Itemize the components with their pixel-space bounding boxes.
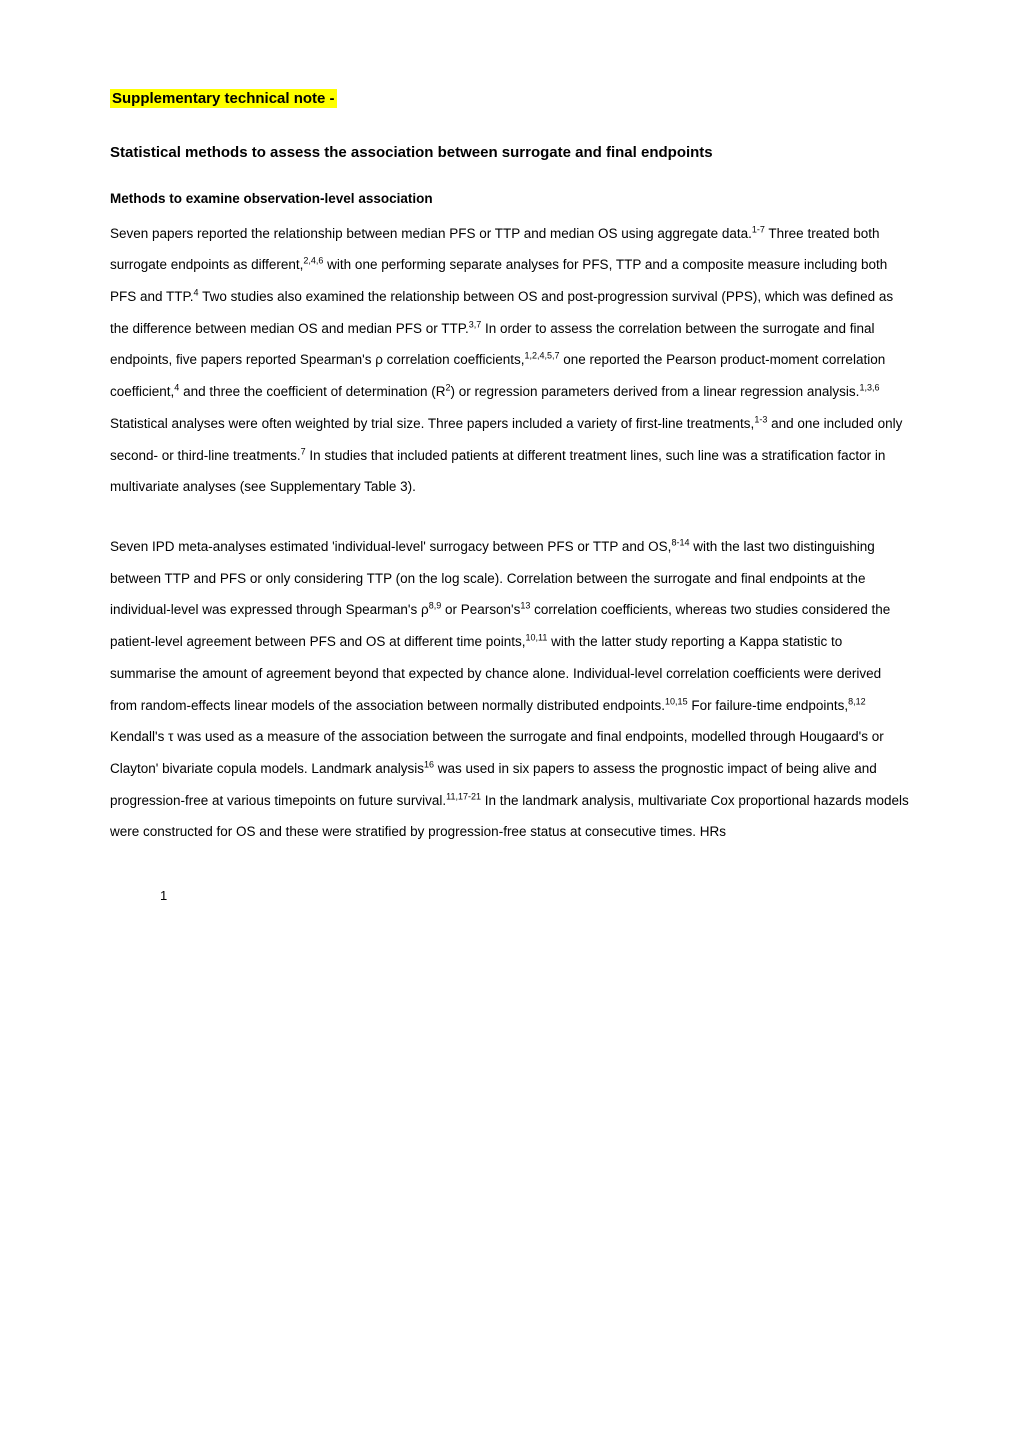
p1-sup-2: 2,4,6 <box>303 256 323 266</box>
p1-sup-4: 3,7 <box>469 319 482 329</box>
p1-sup-9: 1-3 <box>754 414 767 424</box>
p2-sup-2: 8,9 <box>429 601 442 611</box>
p2-sup-8: 11,17-21 <box>446 791 481 801</box>
p1-sup-8: 1,3,6 <box>859 383 879 393</box>
p2-sup-7: 16 <box>424 760 434 770</box>
p1-sup-1: 1-7 <box>752 224 765 234</box>
p2-sup-4: 10,11 <box>526 633 548 643</box>
p2-sup-3: 13 <box>520 601 530 611</box>
p1-text-9: Statistical analyses were often weighted… <box>110 416 754 431</box>
p2-text-3: or Pearson's <box>441 602 520 617</box>
paragraph-2: Seven IPD meta-analyses estimated 'indiv… <box>110 531 910 848</box>
page-number: 1 <box>160 888 910 903</box>
p2-sup-1: 8-14 <box>671 537 689 547</box>
p1-text-1: Seven papers reported the relationship b… <box>110 226 752 241</box>
p2-sup-6: 8,12 <box>848 696 866 706</box>
p1-sup-5: 1,2,4,5,7 <box>525 351 560 361</box>
section-heading: Methods to examine observation-level ass… <box>110 191 910 206</box>
p2-text-1: Seven IPD meta-analyses estimated 'indiv… <box>110 539 671 554</box>
main-title: Statistical methods to assess the associ… <box>110 136 910 171</box>
p1-text-7: and three the coefficient of determinati… <box>179 384 445 399</box>
p1-text-8: ) or regression parameters derived from … <box>451 384 860 399</box>
supplementary-title-wrapper: Supplementary technical note - <box>110 90 910 108</box>
paragraph-1: Seven papers reported the relationship b… <box>110 218 910 503</box>
supplementary-title: Supplementary technical note - <box>110 89 337 108</box>
p2-text-6: For failure-time endpoints, <box>688 698 849 713</box>
p2-sup-5: 10,15 <box>665 696 688 706</box>
